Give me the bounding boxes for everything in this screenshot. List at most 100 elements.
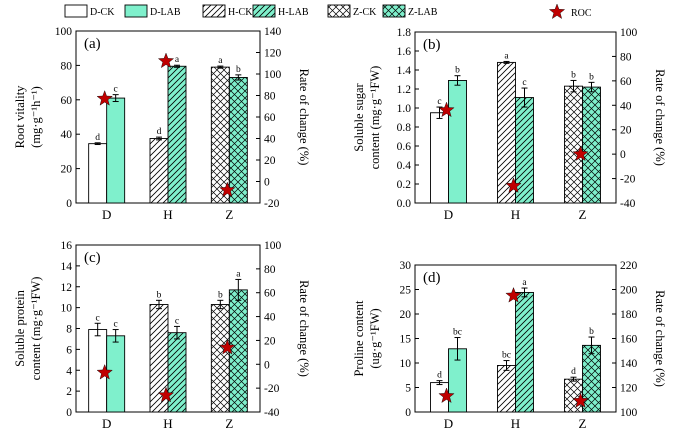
y-axis-title: Root vitality — [13, 85, 27, 149]
legend-roc-label: ROC — [571, 8, 592, 19]
significance-letter: bc — [453, 328, 462, 338]
error-bar — [503, 360, 510, 371]
y-tick-label: 20 — [400, 309, 412, 321]
y-tick-label: 1.6 — [397, 46, 412, 58]
legend-swatch-z-lab — [382, 4, 406, 18]
y-axis-title: content (mg·g⁻¹FW) — [368, 66, 382, 170]
bar-d-lab-fill — [448, 80, 467, 203]
y2-tick-label: -40 — [264, 407, 280, 419]
y-tick-label: 30 — [400, 260, 412, 272]
legend-star-icon — [548, 3, 566, 19]
y2-tick-label: 100 — [264, 240, 282, 252]
significance-letter: b — [236, 65, 241, 75]
y2-tick-label: 60 — [620, 76, 632, 88]
roc-star-h — [505, 177, 522, 193]
y-axis-title: content (mg·g⁻¹FW) — [29, 277, 43, 381]
y-tick-label: 2 — [66, 386, 72, 398]
y2-tick-label: 220 — [620, 260, 638, 272]
significance-letter: d — [437, 371, 442, 381]
y-tick-label: 80 — [61, 60, 73, 72]
y-tick-label: 100 — [55, 26, 73, 38]
error-bar — [174, 64, 180, 68]
legend-item-d-lab: D-LAB — [124, 4, 181, 18]
bar-d-ck-fill — [88, 143, 107, 203]
bar-h-ck-hatch — [150, 304, 168, 412]
y-tick-label: 1.8 — [397, 27, 412, 39]
bar-h-ck — [149, 304, 169, 413]
roc-star-h — [157, 386, 175, 403]
bar-z-lab-hatch — [582, 87, 601, 203]
bar-d-ck — [88, 143, 108, 204]
left-axis-ticks: 0 2 4 6 8 10 12 14 16 — [61, 240, 80, 419]
bar-d-lab — [448, 79, 467, 204]
y2-tick-label: 140 — [264, 26, 282, 38]
y2-tick-label: 80 — [264, 91, 276, 103]
y2-tick-label: 100 — [620, 27, 638, 39]
error-bar — [235, 74, 242, 81]
y-tick-label: 0.0 — [397, 198, 412, 210]
legend-label-d-ck: D-CK — [90, 7, 115, 18]
legend-item-z-lab: Z-LAB — [382, 4, 438, 18]
significance-letter: c — [522, 78, 526, 88]
error-bar — [436, 106, 443, 119]
bar-h-ck — [497, 61, 516, 204]
bar-h-ck-hatch — [497, 365, 516, 412]
significance-letter: c — [96, 313, 100, 323]
bars: d c d a a b — [88, 55, 248, 204]
y2-tick-label: -20 — [264, 383, 280, 395]
y2-tick-label: 100 — [264, 69, 282, 81]
roc-star-z — [572, 145, 589, 162]
error-bar — [235, 278, 242, 301]
left-axis-ticks: 0 5 10 15 20 25 30 — [400, 260, 419, 419]
roc-star-z — [219, 339, 236, 355]
y2-tick-label: 160 — [620, 334, 638, 346]
legend-swatch-d-lab-outline — [124, 4, 148, 18]
bar-z-lab — [228, 289, 248, 413]
legend-swatch-z-ck — [327, 4, 351, 18]
category-label: Z — [225, 207, 233, 222]
significance-letter: b — [157, 290, 162, 300]
error-bar — [436, 380, 443, 386]
y2-tick-label: 120 — [620, 383, 638, 395]
legend-label-h-ck: H-CK — [228, 7, 253, 18]
bar-z-ck-hatch — [211, 304, 230, 412]
y2-tick-label: 60 — [264, 288, 276, 300]
significance-letter: c — [175, 316, 179, 326]
category-label: Z — [579, 207, 587, 222]
bar-h-lab — [515, 97, 534, 204]
y2-tick-label: 40 — [264, 134, 276, 146]
error-bar — [588, 336, 595, 355]
roc-star-h — [157, 52, 175, 69]
y-axis-title: Proline content — [352, 300, 366, 377]
y-tick-label: 14 — [61, 261, 73, 273]
significance-letter: a — [175, 55, 180, 65]
y-tick-label: 40 — [61, 129, 73, 141]
y2-tick-label: 80 — [264, 264, 276, 276]
legend-label-d-lab: D-LAB — [150, 7, 181, 18]
bar-h-ck — [497, 365, 516, 413]
y2-tick-label: 100 — [620, 407, 638, 419]
category-label: Z — [225, 416, 233, 431]
error-bar — [174, 325, 180, 340]
roc-star-z — [572, 392, 589, 408]
category-label: D — [444, 207, 453, 222]
y-tick-label: 10 — [400, 358, 412, 370]
bar-z-lab-hatch — [229, 77, 248, 203]
right-axis-ticks: -40 -20 0 20 40 60 80 100 — [256, 240, 282, 419]
legend-label-z-lab: Z-LAB — [408, 7, 438, 18]
y-tick-label: 0.8 — [397, 122, 412, 134]
roc-star-d — [96, 364, 113, 380]
significance-letter: b — [589, 72, 594, 82]
error-bar — [112, 94, 119, 103]
significance-letter: d — [571, 367, 576, 377]
bar-d-lab-fill — [106, 98, 125, 203]
y2-tick-label: -40 — [620, 198, 636, 210]
roc-star-h — [505, 287, 522, 303]
bar-d-ck — [430, 112, 449, 204]
bar-z-lab — [228, 76, 248, 204]
y2-tick-label: 140 — [620, 358, 638, 370]
significance-letter: d — [157, 127, 162, 137]
legend-swatch-h-ck-outline — [202, 4, 226, 18]
y-tick-label: 20 — [61, 164, 73, 176]
